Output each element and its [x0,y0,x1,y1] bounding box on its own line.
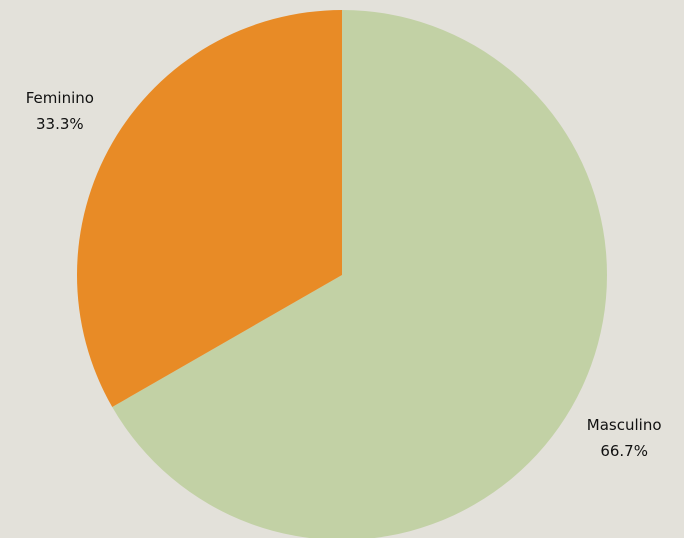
pie-slice [112,10,607,538]
slice-value: 66.7% [600,442,648,460]
pie-slice [76,10,343,408]
slice-label: Masculino [587,416,662,434]
slice-value: 33.3% [36,115,84,133]
slice-label: Feminino [26,89,94,107]
